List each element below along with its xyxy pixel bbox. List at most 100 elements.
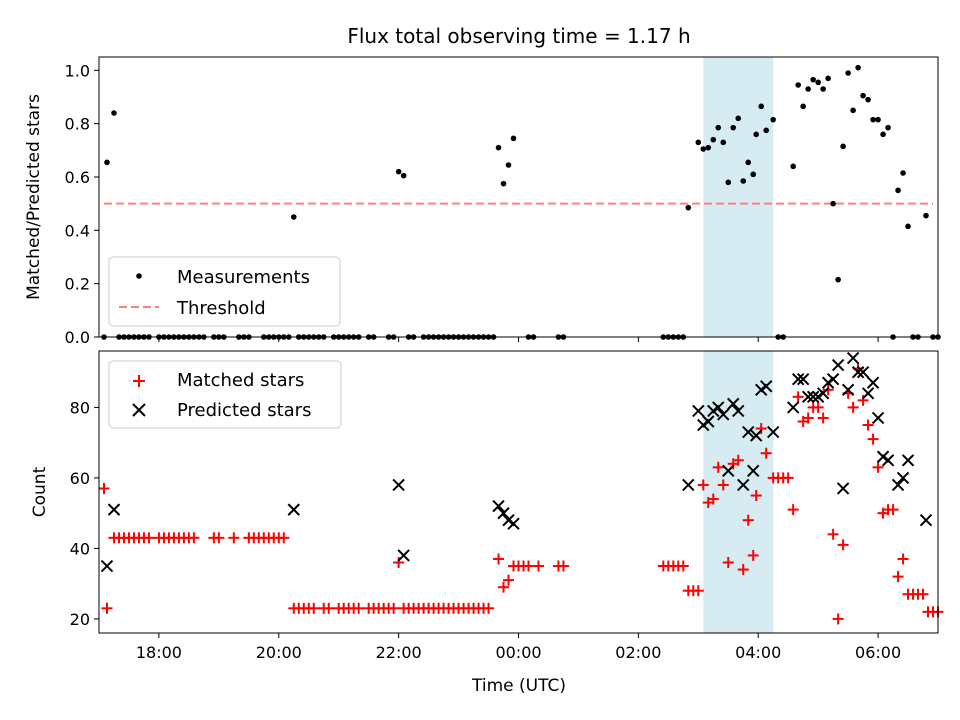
matched-star-point <box>503 574 515 586</box>
predicted-star-point <box>682 478 695 492</box>
measurement-point <box>753 131 760 138</box>
matched-star-point <box>862 419 874 431</box>
predicted-star-point <box>742 425 755 439</box>
measurement-point <box>395 168 402 175</box>
predicted-star-point <box>287 503 300 516</box>
measurement-point <box>745 159 752 166</box>
predicted-star-point <box>896 471 910 485</box>
measurement-point <box>850 107 856 114</box>
top-y-axis-label: Matched/Predicted stars <box>24 94 44 300</box>
measurement-point <box>715 124 722 131</box>
measurement-point <box>763 127 770 134</box>
x-tick-label: 00:00 <box>495 643 541 662</box>
predicted-star-point <box>497 506 510 520</box>
measurement-point <box>830 200 836 207</box>
measurement-point <box>495 144 502 151</box>
x-tick-label: 06:00 <box>855 643 901 662</box>
measurement-point <box>860 92 866 99</box>
top-panel: 0.0 0.2 0.4 0.6 0.8 1.0 Matched/Predicted sta… <box>24 56 941 347</box>
y-tick-label: 0.6 <box>65 168 90 187</box>
measurement-point <box>820 86 826 92</box>
measurement-point <box>905 223 911 230</box>
predicted-star-point <box>737 478 750 492</box>
legend-measurements-label: Measurements <box>177 267 310 288</box>
matched-star-point <box>847 401 859 413</box>
x-tick-label: 20:00 <box>256 643 302 662</box>
matched-star-point <box>792 391 804 403</box>
matched-star-point <box>717 479 729 491</box>
legend-matched-marker <box>133 375 145 387</box>
measurement-point <box>805 86 811 92</box>
predicted-star-point <box>846 351 860 365</box>
matched-star-point <box>787 504 799 516</box>
measurement-point <box>720 139 727 146</box>
predicted-star-point <box>919 513 933 527</box>
matched-star-point <box>697 479 709 491</box>
matched-star-point <box>857 394 869 406</box>
legend-measurements-marker <box>136 273 142 279</box>
predicted-star-point <box>856 365 870 379</box>
y-tick-label: 0.2 <box>65 275 90 294</box>
matched-star-point <box>872 461 884 473</box>
x-axis-label: Time (UTC) <box>471 676 566 696</box>
matched-star-point <box>213 532 225 544</box>
y-tick-label: 40 <box>70 539 90 558</box>
matched-star-point <box>532 560 544 572</box>
measurement-point <box>730 124 737 131</box>
predicted-star-point <box>712 401 725 414</box>
predicted-star-point <box>836 482 850 495</box>
x-tick-label: 02:00 <box>615 643 661 662</box>
measurement-point <box>750 171 757 178</box>
matched-star-point <box>832 613 844 625</box>
measurement-point <box>875 116 881 123</box>
predicted-star-points <box>100 351 933 573</box>
predicted-star-point <box>891 478 905 492</box>
measurement-point <box>800 103 806 110</box>
predicted-star-point <box>786 401 800 414</box>
predicted-star-point <box>759 380 773 393</box>
matched-star-points <box>98 363 944 625</box>
x-tick-label: 22:00 <box>376 643 422 662</box>
measurement-point <box>740 178 747 184</box>
matched-star-point <box>722 557 734 568</box>
y-tick-label: 1.0 <box>65 61 90 80</box>
matched-star-point <box>278 532 290 544</box>
measurement-point <box>810 76 816 83</box>
legend-predicted-marker <box>132 403 146 417</box>
bottom-x-ticks: 18:00 20:00 22:00 00:00 02:00 04:00 06:00 <box>136 633 901 662</box>
matched-star-point <box>867 433 879 445</box>
matched-star-point <box>308 602 320 614</box>
predicted-star-point <box>831 358 845 372</box>
measurement-point <box>865 96 871 103</box>
predicted-star-point <box>826 372 840 386</box>
legend-predicted-label: Predicted stars <box>177 400 311 421</box>
matched-star-point <box>98 482 110 494</box>
bottom-legend: Matched stars Predicted stars <box>108 360 342 429</box>
y-tick-label: 0.8 <box>65 115 90 134</box>
bottom-legend-box <box>108 360 342 429</box>
matched-star-point <box>897 553 909 565</box>
legend-threshold-label: Threshold <box>176 298 266 319</box>
matched-star-point <box>677 560 689 572</box>
measurement-point <box>825 75 831 82</box>
predicted-star-point <box>901 454 915 467</box>
x-tick-label: 04:00 <box>735 643 781 662</box>
predicted-star-point <box>861 387 875 400</box>
measurement-point <box>855 64 861 71</box>
matched-star-point <box>732 454 744 466</box>
measurement-point <box>700 146 707 152</box>
chart-title: Flux total observing time = 1.17 h <box>347 24 690 48</box>
y-tick-label: 20 <box>70 610 90 629</box>
matched-star-point <box>750 490 762 502</box>
predicted-star-point <box>791 372 805 386</box>
measurement-point <box>770 116 776 123</box>
top-legend-box <box>108 256 341 327</box>
predicted-star-point <box>747 464 760 478</box>
measurement-point <box>870 116 876 123</box>
matched-star-point <box>228 532 240 544</box>
measurement-point <box>795 82 801 88</box>
measurement-point <box>923 212 929 219</box>
predicted-star-point <box>806 390 820 404</box>
measurement-point <box>880 131 886 138</box>
y-tick-label: 60 <box>70 469 90 488</box>
